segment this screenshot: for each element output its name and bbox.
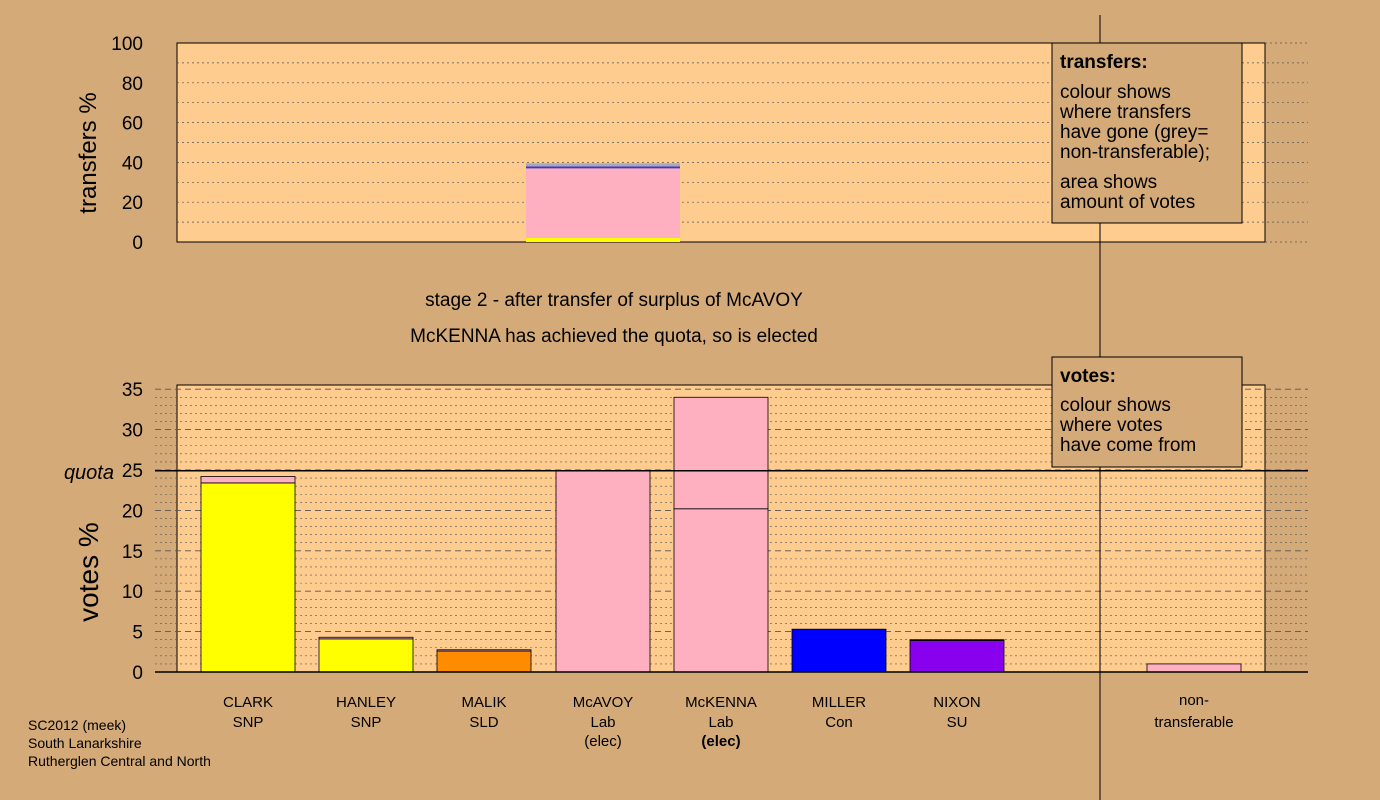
- footer-line-ward: Rutherglen Central and North: [28, 753, 211, 769]
- transfers-bar-segment: [526, 168, 680, 239]
- bar-segment: [200, 476, 296, 484]
- transfers-y-tick-label: 80: [122, 74, 143, 95]
- bar-segment: [318, 636, 414, 640]
- votes-y-axis-label: votes %: [73, 522, 104, 622]
- votes-y-tick-label: 15: [122, 542, 143, 563]
- transfers-y-ticks: 0 20 40 60 80 100: [111, 34, 143, 254]
- candidate-elected-marker: (elec): [584, 733, 622, 750]
- footer-line-council: South Lanarkshire: [28, 735, 142, 751]
- bar-segment: [673, 508, 769, 673]
- candidate-name: McKENNA: [685, 694, 757, 711]
- bar-segment: [436, 649, 532, 652]
- candidate-bar-hanley: [318, 636, 414, 673]
- candidate-name: MILLER: [812, 694, 866, 711]
- legend-text-line: where transfers: [1059, 102, 1191, 123]
- transfers-gridlines: [177, 42, 1308, 243]
- candidate-name: NIXON: [933, 694, 981, 711]
- legend-text-line: where votes: [1059, 415, 1162, 436]
- candidate-name: CLARK: [223, 694, 273, 711]
- bar-segment: [909, 640, 1005, 673]
- quota-label: quota: [64, 462, 114, 484]
- transfers-bar-segment: [526, 238, 680, 242]
- votes-y-tick-label: 25: [122, 461, 143, 482]
- bar-segment: [909, 639, 1005, 641]
- bar-segment: [555, 470, 651, 673]
- bar-segment: [200, 482, 296, 673]
- candidate-party: SNP: [351, 714, 382, 731]
- transfers-bar-segment: [526, 166, 680, 169]
- votes-y-tick-label: 35: [122, 380, 143, 401]
- bar-segment: [318, 638, 414, 673]
- transfers-y-axis-label: transfers %: [75, 92, 102, 213]
- votes-legend-heading: votes:: [1060, 366, 1116, 387]
- legend-text-line: colour shows: [1060, 395, 1171, 416]
- transfers-y-tick-label: 0: [132, 233, 143, 254]
- footer-line-system: SC2012 (meek): [28, 717, 127, 733]
- candidate-name: McAVOY: [573, 694, 634, 711]
- votes-y-tick-label: 0: [132, 663, 143, 684]
- candidate-party: SLD: [469, 714, 498, 731]
- transfers-bar: [526, 163, 680, 242]
- candidate-bar-miller: [791, 628, 887, 673]
- footer-info: SC2012 (meek) South Lanarkshire Ruthergl…: [28, 716, 211, 770]
- votes-y-tick-label: 5: [132, 623, 143, 644]
- nontransferable-label: transferable: [1154, 714, 1233, 731]
- transfers-legend-heading: transfers:: [1060, 52, 1148, 73]
- candidate-party: SU: [947, 714, 968, 731]
- votes-y-tick-label: 20: [122, 501, 143, 522]
- candidate-party: Lab: [708, 714, 733, 731]
- legend-text-line: have come from: [1060, 435, 1196, 456]
- candidate-name: HANLEY: [336, 694, 396, 711]
- votes-y-tick-label: 30: [122, 421, 143, 442]
- transfers-y-tick-label: 100: [111, 34, 143, 55]
- legend-text-line: have gone (grey=: [1060, 122, 1208, 143]
- nontransferable-bar: [1146, 663, 1242, 673]
- votes-y-ticks: 0 5 10 15 20 25 30 35: [122, 380, 143, 684]
- bar-segment: [791, 628, 887, 673]
- candidate-bar-mckenna: [673, 396, 769, 673]
- stage-title: stage 2 - after transfer of surplus of M…: [425, 290, 803, 311]
- candidate-elected-marker: (elec): [701, 733, 740, 750]
- nontransferable-label: non-: [1179, 692, 1209, 709]
- candidate-bar-nixon: [909, 639, 1005, 673]
- legend-text-line: colour shows: [1060, 82, 1171, 103]
- transfers-y-tick-label: 40: [122, 153, 143, 174]
- candidate-party: SNP: [233, 714, 264, 731]
- legend-text-line: amount of votes: [1060, 192, 1195, 213]
- votes-y-tick-label: 10: [122, 582, 143, 603]
- legend-text-line: non-transferable);: [1060, 142, 1210, 163]
- candidate-name: MALIK: [461, 694, 506, 711]
- votes-bars: [200, 396, 1242, 673]
- bar-segment: [673, 396, 769, 510]
- candidate-bar-mcavoy: [555, 470, 651, 673]
- candidate-bar-malik: [436, 649, 532, 673]
- candidate-bar-clark: [200, 476, 296, 673]
- candidate-party: Lab: [590, 714, 615, 731]
- transfers-y-tick-label: 20: [122, 193, 143, 214]
- candidate-labels: CLARK SNP HANLEY SNP MALIK SLD McAVOY Lab (elec)…: [223, 692, 1234, 750]
- transfers-bar-segment: [526, 163, 680, 167]
- bar-segment: [436, 650, 532, 673]
- transfers-y-tick-label: 60: [122, 114, 143, 135]
- candidate-party: Con: [825, 714, 853, 731]
- legend-text-line: area shows: [1060, 172, 1157, 193]
- elected-message: McKENNA has achieved the quota, so is el…: [410, 326, 818, 347]
